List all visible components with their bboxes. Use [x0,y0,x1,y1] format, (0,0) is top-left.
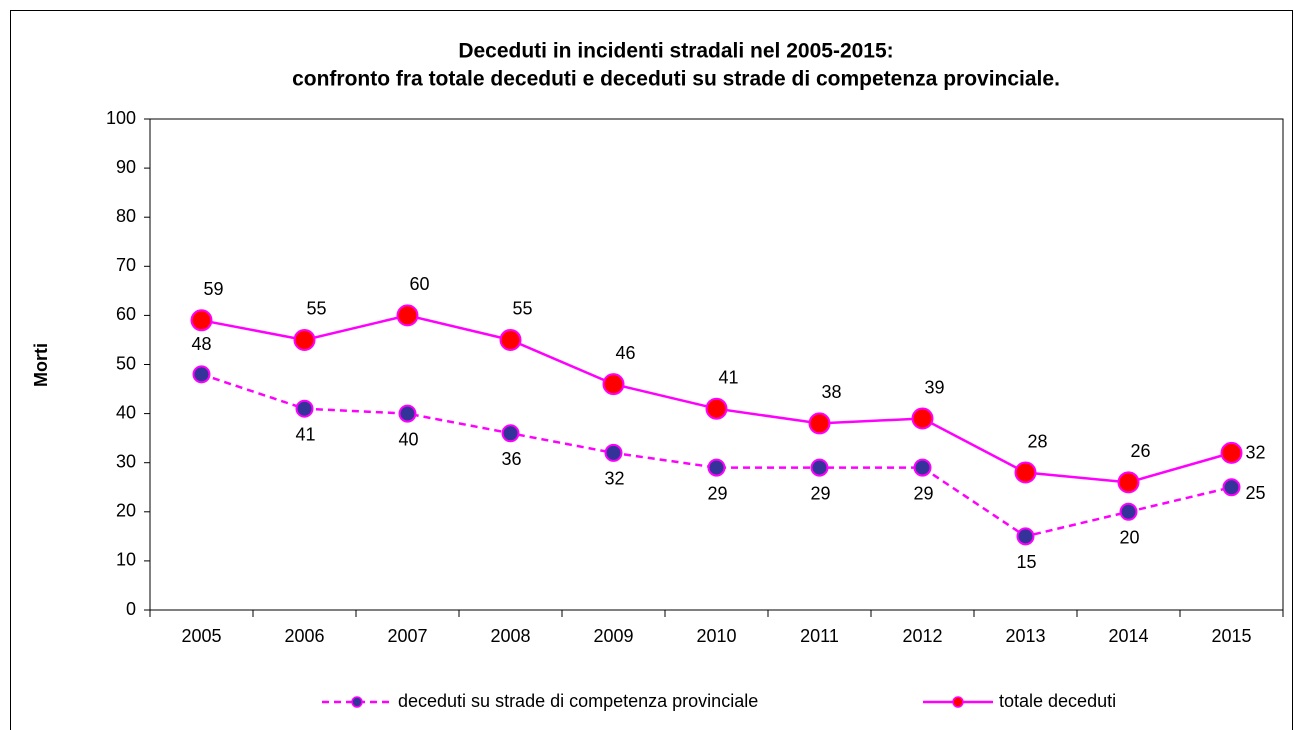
data-label: 39 [924,377,944,397]
data-label: 46 [615,343,635,363]
x-tick-label: 2008 [490,626,530,646]
x-tick-label: 2009 [593,626,633,646]
plot-area [149,118,1284,611]
data-label: 15 [1016,552,1036,572]
y-tick-label: 80 [116,206,136,226]
data-label: 25 [1246,483,1266,503]
legend-marker [351,696,363,708]
data-label: 40 [398,429,418,449]
series-line [201,373,1232,538]
legend-label: totale deceduti [999,691,1116,711]
marker [707,458,726,477]
marker [1014,461,1037,484]
marker [911,407,934,430]
marker [192,365,211,384]
marker [499,328,522,351]
data-label: 59 [203,279,223,299]
marker [398,404,417,423]
x-tick-label: 2015 [1211,626,1251,646]
data-label: 32 [604,469,624,489]
data-label: 48 [191,334,211,354]
marker [808,412,831,435]
marker [1119,502,1138,521]
marker [1222,478,1241,497]
data-label: 60 [409,274,429,294]
marker [1117,471,1140,494]
marker [1220,441,1243,464]
x-tick-label: 2013 [1005,626,1045,646]
legend-marker [952,696,964,708]
marker [295,399,314,418]
marker [705,397,728,420]
data-label: 28 [1027,431,1047,451]
y-tick-label: 30 [116,451,136,471]
y-tick-label: 60 [116,304,136,324]
x-tick-label: 2011 [800,626,839,646]
x-tick-label: 2014 [1108,626,1148,646]
legend-label: deceduti su strade di competenza provinc… [398,691,758,711]
x-tick-label: 2010 [696,626,736,646]
y-tick-label: 90 [116,157,136,177]
marker [501,424,520,443]
data-label: 55 [306,299,326,319]
x-tick-label: 2012 [902,626,942,646]
y-tick-label: 0 [126,599,136,619]
marker [293,328,316,351]
marker [190,309,213,332]
y-tick-label: 20 [116,501,136,521]
marker [604,443,623,462]
marker [1016,527,1035,546]
data-label: 32 [1246,443,1266,463]
marker [396,304,419,327]
marker [602,373,625,396]
y-tick-label: 70 [116,255,136,275]
data-label: 41 [295,424,315,444]
y-tick-label: 50 [116,353,136,373]
data-label: 26 [1130,441,1150,461]
data-label: 29 [913,483,933,503]
data-label: 29 [810,483,830,503]
chart-title: confronto fra totale deceduti e deceduti… [292,68,1060,91]
y-tick-label: 10 [116,550,136,570]
y-axis-label: Morti [31,343,51,387]
y-tick-label: 40 [116,402,136,422]
data-label: 41 [718,367,738,387]
x-tick-label: 2007 [387,626,427,646]
chart-title: Deceduti in incidenti stradali nel 2005-… [458,40,893,63]
marker [913,458,932,477]
y-tick-label: 100 [106,108,136,128]
x-tick-label: 2005 [181,626,221,646]
data-label: 29 [707,483,727,503]
data-label: 20 [1119,528,1139,548]
x-tick-label: 2006 [284,626,324,646]
marker [810,458,829,477]
data-label: 55 [512,299,532,319]
chart-border [10,10,1293,730]
data-label: 36 [501,449,521,469]
data-label: 38 [821,382,841,402]
